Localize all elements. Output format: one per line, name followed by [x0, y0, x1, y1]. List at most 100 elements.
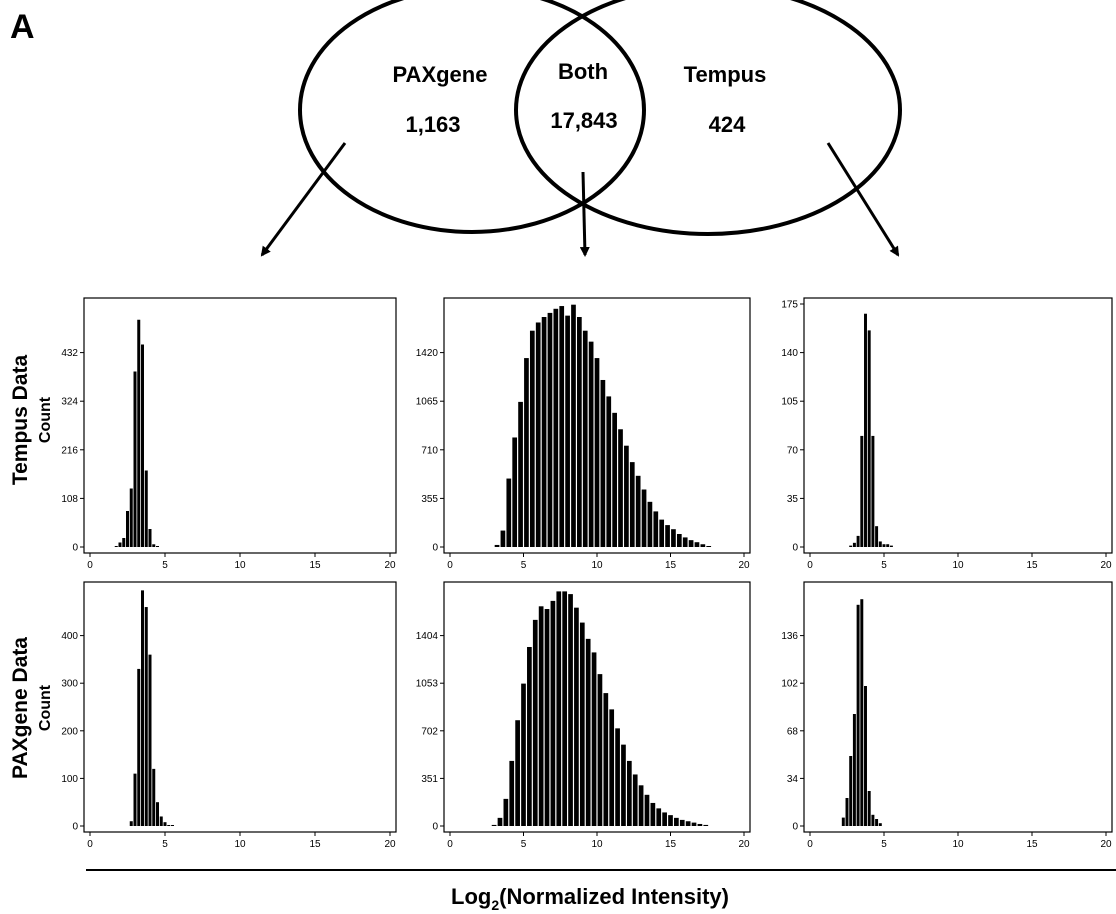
histogram-bar: [650, 802, 656, 826]
venn-right-label: Tempus: [684, 62, 767, 87]
y-tick-label: 0: [792, 543, 798, 554]
x-tick-label: 20: [1100, 839, 1112, 850]
histogram-bar: [144, 470, 148, 547]
y-tick-label: 102: [781, 679, 798, 690]
histogram-bar: [867, 330, 871, 547]
x-tick-label: 5: [881, 839, 887, 850]
x-tick-label: 20: [1100, 560, 1112, 571]
histogram-bar: [856, 604, 860, 826]
histogram-bar: [867, 791, 871, 826]
y-tick-label: 34: [787, 774, 799, 785]
histogram-bar: [500, 530, 506, 547]
histogram-bar: [706, 546, 712, 547]
histogram-bar: [133, 371, 137, 547]
histogram-panel-1: 0 5 10 15 20 0 108 216 324 432: [61, 297, 397, 571]
histogram-bar: [559, 306, 565, 547]
axes-frame: [83, 581, 397, 833]
histogram-bar: [141, 344, 144, 547]
histogram-bar: [875, 526, 879, 547]
histogram-bar: [148, 654, 152, 826]
y-tick-label: 68: [787, 726, 799, 737]
histogram-bar: [856, 535, 860, 547]
x-tick-label: 0: [87, 560, 93, 571]
histogram-bar: [126, 511, 129, 547]
x-tick-label: 15: [1026, 839, 1038, 850]
y-tick-label: 1053: [416, 679, 439, 690]
y-tick-label: 351: [421, 774, 438, 785]
y-tick-label: 0: [432, 822, 438, 833]
histogram-bar: [674, 817, 679, 826]
histogram-bar: [491, 824, 497, 826]
histogram-bar: [682, 537, 688, 547]
axes-frame: [803, 297, 1113, 554]
panel-label: A: [10, 8, 35, 46]
histogram-bar: [582, 330, 588, 547]
y-tick-label: 200: [61, 726, 78, 737]
venn-diagram: PAXgene 1,163 Both 17,843 Tempus 424: [260, 0, 902, 257]
histogram-bar: [638, 785, 644, 826]
histogram-bar: [171, 825, 174, 826]
ylabel-count-top: Count: [37, 396, 54, 443]
y-tick-label: 432: [61, 348, 78, 359]
histogram-bar: [568, 594, 573, 826]
histogram-bar: [615, 728, 620, 826]
histogram-bar: [515, 720, 520, 826]
x-tick-label: 20: [384, 560, 396, 571]
histogram-bar: [688, 540, 694, 547]
y-tick-label: 136: [781, 631, 798, 642]
histogram-bar: [845, 798, 849, 826]
x-tick-label: 10: [234, 560, 246, 571]
venn-right-count: 424: [709, 112, 746, 137]
histogram-bar: [849, 756, 853, 826]
histogram-bar: [685, 821, 691, 826]
x-tick-label: 5: [881, 560, 887, 571]
histogram-bar: [163, 822, 167, 826]
histogram-bar: [152, 768, 156, 826]
x-axis-title: Log2(Normalized Intensity): [451, 884, 729, 913]
histogram-bar: [609, 709, 615, 826]
x-tick-label: 15: [309, 560, 321, 571]
y-tick-label: 105: [781, 397, 798, 408]
histogram-bar: [529, 330, 535, 547]
histogram-bar: [571, 304, 576, 547]
histogram-bar: [156, 546, 159, 547]
histogram-bar: [644, 794, 650, 826]
histogram-bar: [886, 544, 890, 547]
histogram-bar: [632, 774, 638, 826]
histogram-bar: [612, 412, 617, 547]
x-axis-title-base: Log: [451, 884, 491, 909]
histogram-bar: [588, 341, 594, 547]
histogram-bar: [512, 437, 518, 547]
y-tick-label: 355: [421, 494, 438, 505]
histogram-bar: [606, 396, 612, 547]
histogram-bar: [532, 619, 538, 826]
histogram-bar: [167, 825, 171, 826]
histogram-bar: [148, 529, 152, 547]
venn-right-circle: [514, 0, 902, 236]
x-tick-label: 10: [591, 560, 603, 571]
histogram-bar: [137, 319, 141, 547]
venn-both-count: 17,843: [550, 108, 617, 133]
x-tick-label: 20: [384, 839, 396, 850]
x-tick-label: 15: [1026, 560, 1038, 571]
arrow-middle: [579, 171, 590, 257]
x-axis-title-subscript: 2: [491, 897, 499, 913]
histogram-bar: [541, 317, 547, 547]
histogram-bar: [662, 812, 667, 826]
histogram-bar: [697, 823, 703, 826]
x-axis-title-rest: (Normalized Intensity): [499, 884, 729, 909]
x-tick-label: 20: [738, 560, 750, 571]
histogram-bar: [626, 760, 632, 826]
histogram-bar: [864, 313, 867, 547]
histogram-bar: [579, 622, 585, 826]
histogram-bar: [574, 607, 579, 826]
histogram-bar: [497, 817, 503, 826]
histogram-bar: [860, 599, 864, 826]
histogram-bar: [618, 429, 623, 547]
histogram-bar: [137, 668, 141, 826]
histogram-bar: [878, 823, 882, 826]
x-tick-label: 5: [521, 839, 527, 850]
